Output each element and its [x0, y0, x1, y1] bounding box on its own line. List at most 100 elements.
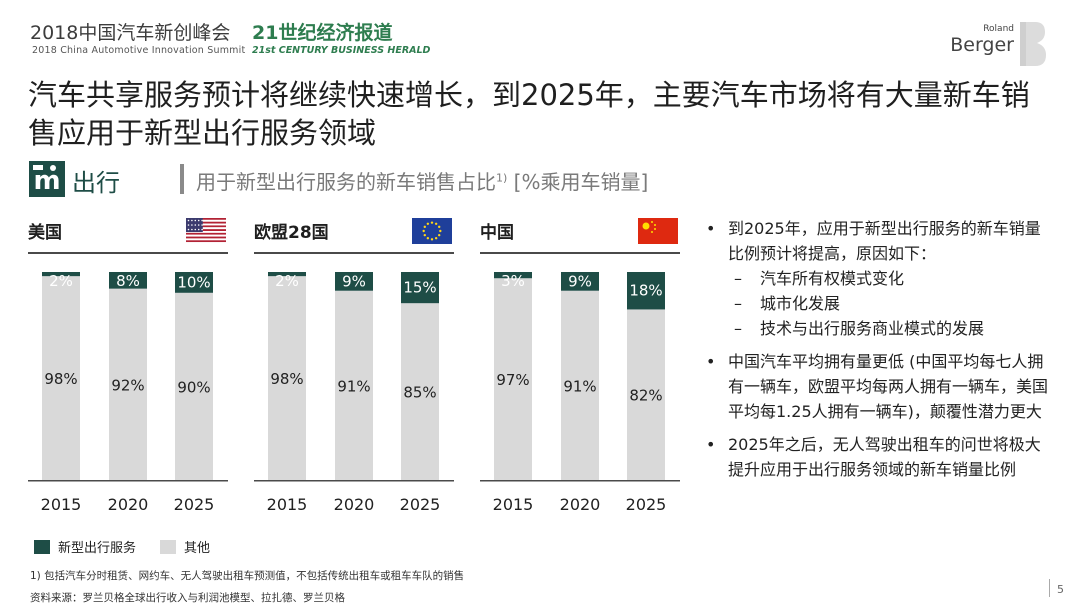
- bullet-marker: •: [706, 352, 716, 371]
- source-note: 资料来源：罗兰贝格全球出行收入与利润池模型、拉扎德、罗兰贝格: [30, 592, 345, 604]
- bar-new-mobility: [561, 272, 599, 291]
- legend-swatch-new-mobility: [34, 539, 50, 554]
- x-tick-label: 2020: [334, 495, 375, 514]
- legend-swatch-other: [160, 539, 177, 554]
- eu-flag-icon: [412, 218, 452, 244]
- herald-logo-en: 21st CENTURY BUSINESS HERALD: [252, 45, 431, 56]
- section-label: 出行: [72, 169, 120, 197]
- charts-area: 美国 2% 98% 2015 8% 92% 2020 10% 90% 2025 欧盟28国 2% 98%…: [28, 218, 680, 514]
- bar-other: [109, 288, 147, 480]
- us-flag-icon: [186, 218, 226, 244]
- bullet-body: 到2025年，应用于新型出行服务的新车销量比例预计将提高，原因如下： – 汽车所有权…: [728, 216, 1056, 341]
- legend-item-other: 其他: [160, 537, 210, 556]
- event-title-en: 2018 China Automotive Innovation Summit: [32, 45, 246, 56]
- sub-bullet-item: – 城市化发展: [728, 291, 1056, 316]
- data-label-other: 98%: [44, 370, 77, 388]
- bar-new-mobility: [401, 272, 439, 304]
- chart-panel: 美国 2% 98% 2015 8% 92% 2020 10% 90% 2025: [28, 218, 228, 514]
- sub-bullet-item: – 技术与出行服务商业模式的发展: [728, 316, 1056, 341]
- data-label-other: 82%: [629, 387, 662, 405]
- roland-berger-logo-berger: Berger: [950, 34, 1014, 56]
- chart-title: 中国: [480, 222, 514, 243]
- legend: 新型出行服务 其他: [34, 537, 234, 556]
- data-label-other: 98%: [270, 370, 303, 388]
- x-tick-label: 2020: [560, 495, 601, 514]
- x-tick-label: 2020: [108, 495, 149, 514]
- bar-other: [627, 309, 665, 480]
- data-label-other: 92%: [111, 376, 144, 394]
- chart-panel: 中国 3% 97% 2015 9% 91% 2020 18% 82% 2025: [480, 218, 680, 514]
- data-label-new-mobility: 9%: [342, 272, 366, 290]
- subtitle-unit: [%乘用车销量]: [513, 170, 649, 194]
- page-title: 汽车共享服务预计将继续快速增长，到2025年，主要汽车市场将有大量新车销售应用于…: [28, 78, 1030, 150]
- x-tick-label: 2015: [493, 495, 534, 514]
- legend-item-new-mobility: 新型出行服务: [34, 537, 136, 556]
- chart-subtitle: 用于新型出行服务的新车销售占比1) [%乘用车销量]: [196, 166, 648, 195]
- herald-logo-cn: 21世纪经济报道: [252, 22, 393, 44]
- x-tick-label: 2025: [626, 495, 667, 514]
- legend-label-other: 其他: [184, 541, 211, 556]
- x-tick-label: 2025: [400, 495, 441, 514]
- chart-baseline: [28, 480, 228, 482]
- chart-baseline: [254, 480, 454, 482]
- data-label-other: 91%: [337, 377, 370, 395]
- bullet-text: 2025年之后，无人驾驶出租车的问世将极大提升应用于出行服务领域的新车销量比例: [728, 435, 1041, 479]
- bullet-item: • 中国汽车平均拥有量更低 (中国平均每七人拥有一辆车，欧盟平均每两人拥有一辆车，…: [706, 349, 1056, 424]
- bullet-list: • 到2025年，应用于新型出行服务的新车销量比例预计将提高，原因如下： – 汽车所有…: [706, 216, 1056, 490]
- bar-new-mobility: [335, 272, 373, 291]
- bar-other: [335, 290, 373, 480]
- data-label-other: 91%: [563, 377, 596, 395]
- bar-other: [494, 278, 532, 480]
- data-label-new-mobility: 8%: [116, 272, 140, 290]
- x-tick-label: 2025: [174, 495, 215, 514]
- chart-panel: 欧盟28国 2% 98% 2015 9% 91% 2020 15% 85% 2025: [254, 218, 454, 514]
- bullet-body: 2025年之后，无人驾驶出租车的问世将极大提升应用于出行服务领域的新车销量比例: [728, 432, 1056, 482]
- data-label-other: 85%: [403, 384, 436, 402]
- chart-title: 美国: [28, 222, 62, 243]
- chart-header-rule: [28, 252, 228, 254]
- sub-bullet-text: 城市化发展: [760, 294, 841, 313]
- sub-bullet-dash: –: [734, 319, 742, 338]
- bar-new-mobility: [494, 272, 532, 279]
- chart-header-rule: [254, 252, 454, 254]
- sub-bullet-list: – 汽车所有权模式变化 – 城市化发展 – 技术与出行服务商业模式的发展: [728, 266, 1056, 341]
- subtitle-footnote-marker: 1): [496, 171, 508, 185]
- bar-other: [401, 303, 439, 480]
- bar-other: [175, 292, 213, 480]
- data-label-new-mobility: 2%: [49, 272, 73, 290]
- bar-new-mobility: [42, 272, 80, 277]
- page-number: 5: [1057, 583, 1064, 596]
- bullet-item: • 2025年之后，无人驾驶出租车的问世将极大提升应用于出行服务领域的新车销量比例: [706, 432, 1056, 482]
- bullet-marker: •: [706, 435, 716, 454]
- svg-text:m: m: [33, 166, 60, 196]
- bar-new-mobility: [109, 272, 147, 289]
- china-flag-icon: [638, 218, 678, 244]
- bar-other: [42, 276, 80, 480]
- x-tick-label: 2015: [267, 495, 308, 514]
- bar-new-mobility: [175, 272, 213, 293]
- roland-berger-b-icon: [1020, 22, 1046, 66]
- event-title-cn: 2018中国汽车新创峰会: [30, 22, 231, 44]
- bar-other: [561, 290, 599, 480]
- sub-bullet-dash: –: [734, 294, 742, 313]
- sub-bullet-dash: –: [734, 269, 742, 288]
- bullet-text: 中国汽车平均拥有量更低 (中国平均每七人拥有一辆车，欧盟平均每两人拥有一辆车，美…: [728, 352, 1049, 421]
- sub-bullet-text: 技术与出行服务商业模式的发展: [760, 319, 985, 338]
- x-tick-label: 2015: [41, 495, 82, 514]
- subtitle-text: 用于新型出行服务的新车销售占比: [196, 170, 496, 194]
- data-label-new-mobility: 2%: [275, 272, 299, 290]
- legend-label-new-mobility: 新型出行服务: [58, 541, 137, 556]
- sub-bullet-text: 汽车所有权模式变化: [760, 269, 905, 288]
- data-label-new-mobility: 3%: [501, 272, 525, 290]
- bar-new-mobility: [627, 272, 665, 310]
- data-label-new-mobility: 15%: [403, 279, 436, 297]
- bar-new-mobility: [268, 272, 306, 277]
- bullet-body: 中国汽车平均拥有量更低 (中国平均每七人拥有一辆车，欧盟平均每两人拥有一辆车，美…: [728, 349, 1056, 424]
- data-label-new-mobility: 18%: [629, 282, 662, 300]
- bar-other: [268, 276, 306, 480]
- bullet-text: 到2025年，应用于新型出行服务的新车销量比例预计将提高，原因如下：: [728, 219, 1041, 263]
- data-label-other: 97%: [496, 371, 529, 389]
- roland-berger-logo-roland: Roland: [983, 24, 1014, 34]
- chart-baseline: [480, 480, 680, 482]
- page-number-divider: [1049, 579, 1050, 597]
